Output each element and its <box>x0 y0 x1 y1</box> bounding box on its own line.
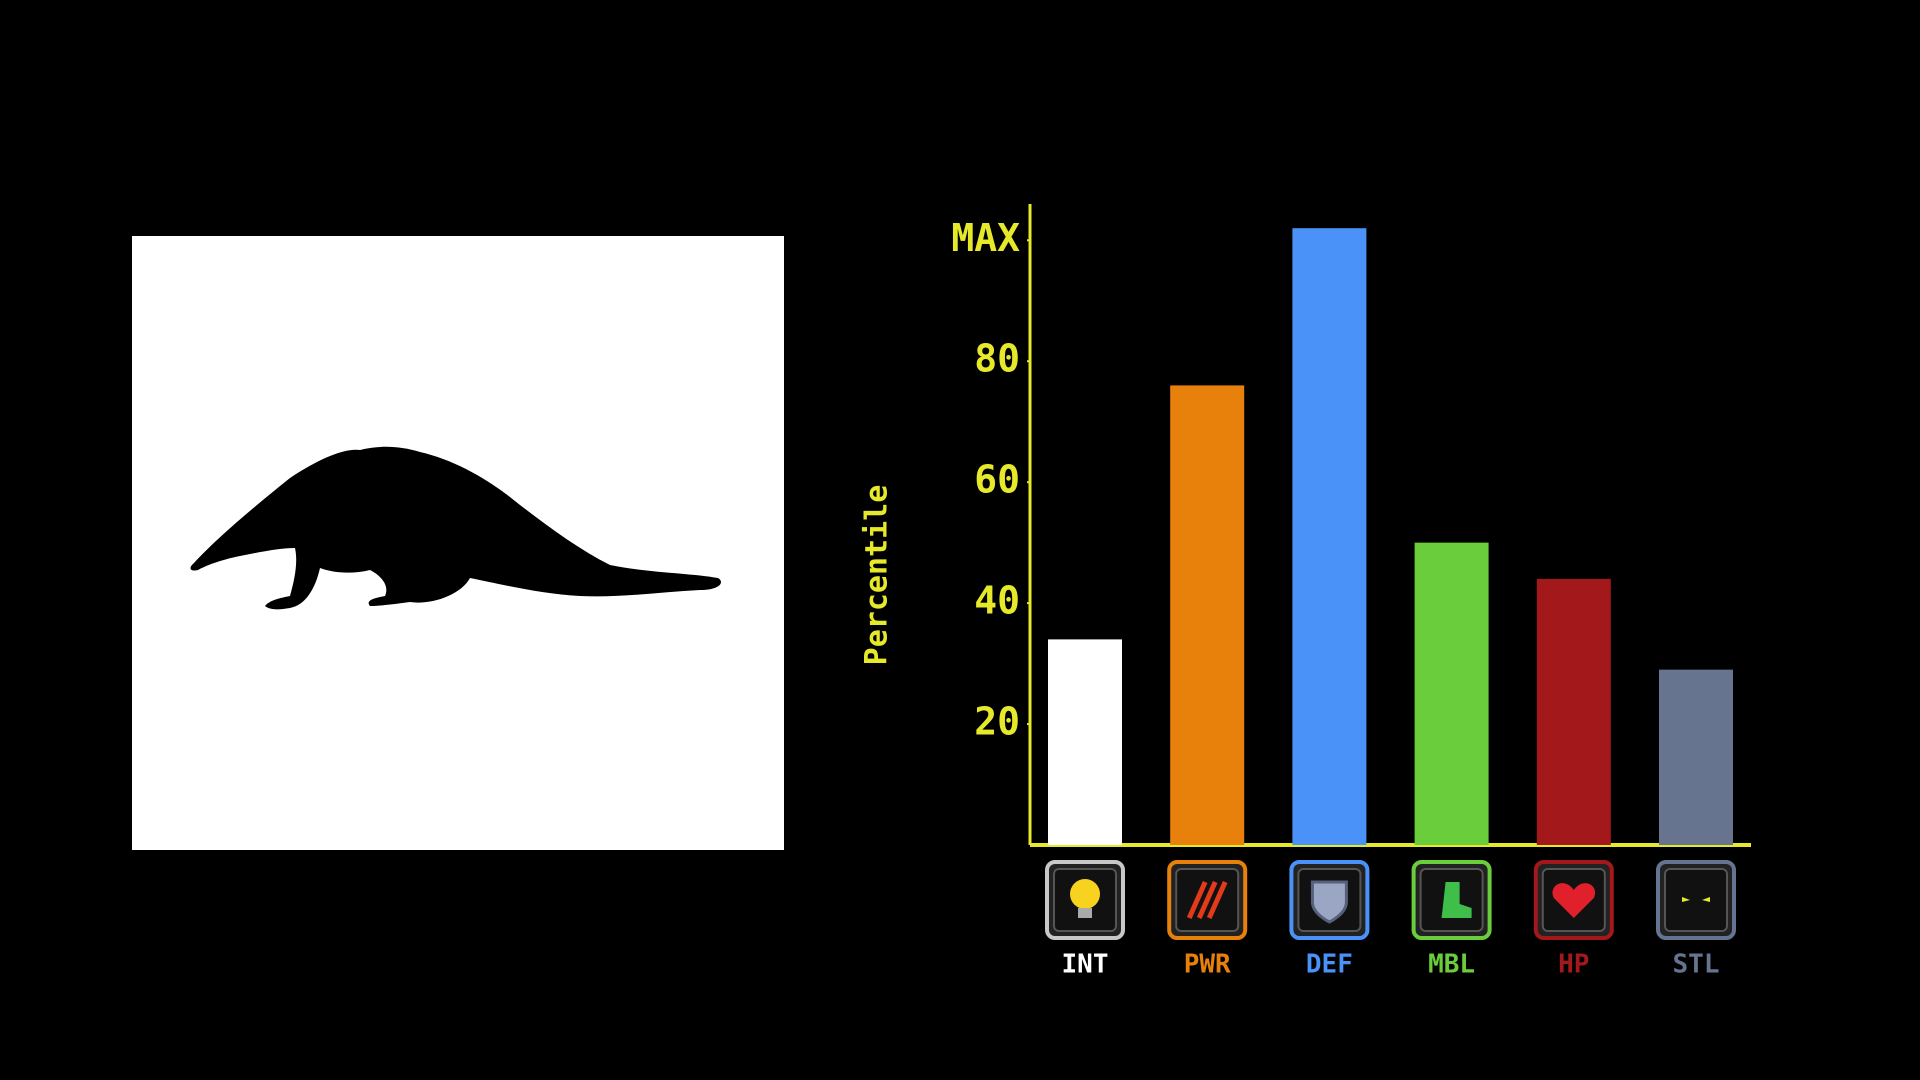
icon <box>1186 880 1228 920</box>
bar <box>1048 639 1122 845</box>
x-tick-label: DEF <box>1306 950 1353 980</box>
x-tick-label: STL <box>1673 950 1720 980</box>
icon-inner <box>1664 868 1728 932</box>
x-tick-label: HP <box>1558 950 1589 980</box>
icon-eye <box>1682 897 1690 902</box>
bar <box>1536 578 1611 845</box>
icon <box>1070 879 1100 918</box>
bar <box>1414 542 1489 845</box>
animal-silhouette <box>190 446 721 610</box>
y-tick-label: 80 <box>974 337 1020 381</box>
icon <box>1441 882 1472 918</box>
icon-eye <box>1702 897 1710 902</box>
icon-bulb-base <box>1078 908 1092 918</box>
x-tick-label: PWR <box>1184 950 1231 980</box>
bar <box>1659 669 1733 845</box>
icon <box>1552 883 1596 918</box>
bar <box>1170 385 1245 845</box>
y-tick-label: 20 <box>974 700 1020 744</box>
icon-claw <box>1196 880 1218 920</box>
icon-heart <box>1552 883 1596 918</box>
y-tick-label: 60 <box>974 458 1020 502</box>
icon <box>1310 880 1348 924</box>
icon-shield <box>1310 880 1348 924</box>
x-tick-label: MBL <box>1428 950 1475 980</box>
icon-claw <box>1206 880 1228 920</box>
x-tick-label: INT <box>1062 950 1109 980</box>
y-axis-label: Percentile <box>860 485 895 666</box>
bar <box>1292 228 1367 846</box>
icon-claw <box>1186 880 1208 920</box>
icon <box>1682 897 1710 902</box>
y-tick-label: 40 <box>974 579 1020 623</box>
y-tick-label: MAX <box>951 216 1020 260</box>
icon-boot <box>1441 882 1472 918</box>
icon-bulb <box>1070 879 1100 909</box>
